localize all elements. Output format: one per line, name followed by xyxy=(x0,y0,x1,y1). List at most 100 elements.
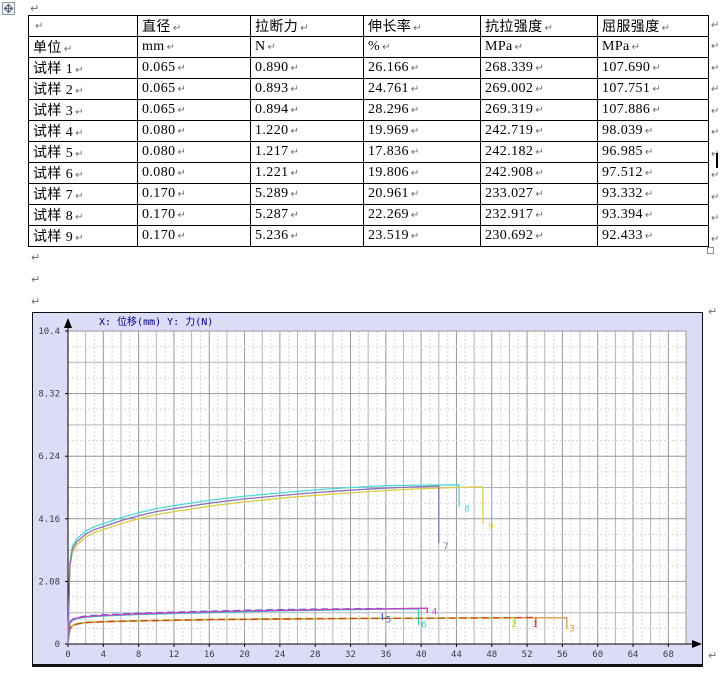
table-cell[interactable]: 0.170 ↵ xyxy=(137,225,251,247)
table-cell[interactable]: 107.690 ↵ xyxy=(597,57,709,79)
results-table[interactable]: ↵ 直径 ↵ 拉断力 ↵ 伸长率 ↵ 抗拉强度 ↵ 屈服强度 ↵ 单位 ↵ mm ↵ N ↵% ↵ MPa ↵ MPa ↵… xyxy=(28,15,709,247)
table-cell[interactable]: 19.806 ↵ xyxy=(363,162,481,184)
table-cell[interactable]: 0.890 ↵ xyxy=(250,57,364,79)
table-cell[interactable]: 242.182 ↵ xyxy=(480,141,598,163)
table-cell[interactable]: 5.236 ↵ xyxy=(250,225,364,247)
table-cell[interactable]: % ↵ xyxy=(363,36,481,58)
table-cell[interactable]: 0.065 ↵ xyxy=(137,99,251,121)
table-cell[interactable]: 0.893 ↵ xyxy=(250,78,364,100)
row-end-paragraph-mark: ↵ xyxy=(711,41,720,53)
table-cell[interactable]: MPa ↵ xyxy=(480,36,598,58)
table-cell[interactable]: 1.221 ↵ xyxy=(250,162,364,184)
table-cell[interactable]: 0.080 ↵ xyxy=(137,162,251,184)
table-cell[interactable]: 269.002 ↵ xyxy=(480,78,598,100)
table-cell[interactable]: 233.027 ↵ xyxy=(480,183,598,205)
table-cell[interactable]: 5.289 ↵ xyxy=(250,183,364,205)
table-cell[interactable]: 17.836 ↵ xyxy=(363,141,481,163)
svg-text:2.08: 2.08 xyxy=(38,577,60,587)
table-cell[interactable]: 24.761 ↵ xyxy=(363,78,481,100)
svg-text:40: 40 xyxy=(416,650,427,660)
table-row: 试样 4 ↵ 0.080 ↵ 1.220 ↵ 19.969 ↵ 242.719 ↵ 98.039 ↵ xyxy=(28,120,709,142)
cell-end-mark: ↵ xyxy=(177,63,187,74)
svg-text:24: 24 xyxy=(274,650,285,660)
table-cell[interactable]: 抗拉强度 ↵ xyxy=(480,15,598,37)
table-cell[interactable]: mm ↵ xyxy=(137,36,251,58)
table-cell[interactable]: 屈服强度 ↵ xyxy=(597,15,709,37)
cell-end-mark: ↵ xyxy=(652,84,662,95)
table-cell[interactable]: 1.217 ↵ xyxy=(250,141,364,163)
table-cell[interactable]: 20.961 ↵ xyxy=(363,183,481,205)
table-cell[interactable]: 5.287 ↵ xyxy=(250,204,364,226)
table-cell[interactable]: 试样 3 ↵ xyxy=(28,99,138,121)
table-cell[interactable]: 试样 2 ↵ xyxy=(28,78,138,100)
cell-end-mark: ↵ xyxy=(75,107,84,118)
table-cell[interactable]: 107.751 ↵ xyxy=(597,78,709,100)
table-cell[interactable]: 试样 5 ↵ xyxy=(28,141,138,163)
table-cell[interactable]: 26.166 ↵ xyxy=(363,57,481,79)
table-cell[interactable]: 96.985 ↵ xyxy=(597,141,709,163)
table-cell[interactable]: 107.886 ↵ xyxy=(597,99,709,121)
table-cell[interactable]: 268.339 ↵ xyxy=(480,57,598,79)
cell-end-mark: ↵ xyxy=(661,23,671,34)
table-cell[interactable]: 0.170 ↵ xyxy=(137,204,251,226)
table-cell[interactable]: N ↵ xyxy=(250,36,364,58)
table-cell[interactable]: 242.719 ↵ xyxy=(480,120,598,142)
svg-text:68: 68 xyxy=(663,650,674,660)
chart-title: X: 位移(mm) Y: 力(N) xyxy=(99,315,213,328)
cell-end-mark: ↵ xyxy=(177,189,187,200)
table-cell[interactable]: 269.319 ↵ xyxy=(480,99,598,121)
table-cell[interactable]: 0.170 ↵ xyxy=(137,183,251,205)
table-cell[interactable]: 0.894 ↵ xyxy=(250,99,364,121)
table-cell[interactable]: 0.080 ↵ xyxy=(137,120,251,142)
table-cell[interactable]: 试样 7 ↵ xyxy=(28,183,138,205)
table-row: 试样 8 ↵ 0.170 ↵ 5.287 ↵ 22.269 ↵ 232.917 ↵ 93.394 ↵ xyxy=(28,204,709,226)
svg-text:10.4: 10.4 xyxy=(38,327,60,337)
table-cell[interactable]: 97.512 ↵ xyxy=(597,162,709,184)
svg-text:4: 4 xyxy=(101,650,106,660)
table-cell[interactable]: 22.269 ↵ xyxy=(363,204,481,226)
table-cell[interactable]: 19.969 ↵ xyxy=(363,120,481,142)
table-cell[interactable]: 直径 ↵ xyxy=(137,15,251,37)
table-cell[interactable]: 0.080 ↵ xyxy=(137,141,251,163)
cell-end-mark: ↵ xyxy=(75,149,84,160)
table-cell[interactable]: 试样 9 ↵ xyxy=(28,225,138,247)
table-cell[interactable]: ↵ xyxy=(28,15,138,37)
cell-end-mark: ↵ xyxy=(535,168,545,179)
svg-text:32: 32 xyxy=(345,650,356,660)
table-cell[interactable]: 23.519 ↵ xyxy=(363,225,481,247)
table-cell[interactable]: 试样 6 ↵ xyxy=(28,162,138,184)
table-cell[interactable]: 98.039 ↵ xyxy=(597,120,709,142)
cell-end-mark: ↵ xyxy=(290,105,300,116)
svg-text:56: 56 xyxy=(557,650,568,660)
table-cell[interactable]: 单位 ↵ xyxy=(28,36,138,58)
table-cell[interactable]: 28.296 ↵ xyxy=(363,99,481,121)
table-cell[interactable]: 1.220 ↵ xyxy=(250,120,364,142)
table-cell[interactable]: 242.908 ↵ xyxy=(480,162,598,184)
table-cell[interactable]: 试样 4 ↵ xyxy=(28,120,138,142)
chart-axes xyxy=(64,318,702,648)
cell-end-mark: ↵ xyxy=(267,42,277,53)
table-cell[interactable]: 232.917 ↵ xyxy=(480,204,598,226)
cell-end-mark: ↵ xyxy=(63,44,73,55)
table-cell[interactable]: 0.065 ↵ xyxy=(137,78,251,100)
table-cell[interactable]: 92.433 ↵ xyxy=(597,225,709,247)
table-move-handle-icon[interactable] xyxy=(2,2,15,15)
table-cell[interactable]: MPa ↵ xyxy=(597,36,709,58)
table-cell[interactable]: 伸长率 ↵ xyxy=(363,15,481,37)
cell-end-mark: ↵ xyxy=(514,42,524,53)
table-row: 试样 6 ↵ 0.080 ↵ 1.221 ↵ 19.806 ↵ 242.908 ↵ 97.512 ↵ xyxy=(28,162,709,184)
table-cell[interactable]: 230.692 ↵ xyxy=(480,225,598,247)
table-cell[interactable]: 93.332 ↵ xyxy=(597,183,709,205)
table-resize-handle-icon[interactable] xyxy=(707,247,714,254)
force-displacement-chart[interactable]: 0 2.08 4.16 6.24 8.32 10.4 0 4 8 12 16 20 24 28 32 36 40… xyxy=(32,312,703,667)
table-cell[interactable]: 试样 8 ↵ xyxy=(28,204,138,226)
cell-end-mark: ↵ xyxy=(644,231,654,242)
table-cell[interactable]: 93.394 ↵ xyxy=(597,204,709,226)
table-cell[interactable]: 0.065 ↵ xyxy=(137,57,251,79)
table-cell[interactable]: 试样 1 ↵ xyxy=(28,57,138,79)
paragraph-mark: ↵ xyxy=(708,649,718,662)
cell-end-mark: ↵ xyxy=(535,63,545,74)
cell-end-mark: ↵ xyxy=(644,189,654,200)
table-cell[interactable]: 拉断力 ↵ xyxy=(250,15,364,37)
